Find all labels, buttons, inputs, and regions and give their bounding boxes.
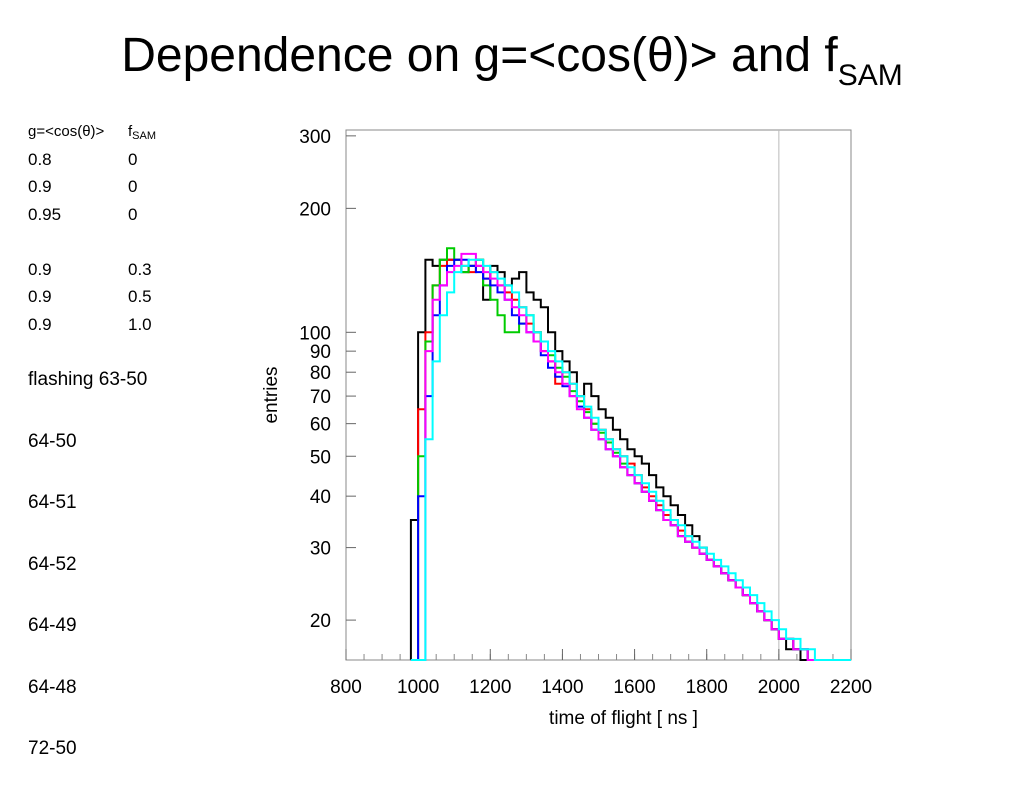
y-tick-label: 30 — [310, 539, 331, 560]
x-tick-label: 800 — [330, 677, 362, 698]
y-tick-label: 50 — [310, 447, 331, 468]
run-label: flashing 63-50 — [28, 369, 148, 390]
histogram-series-4 — [410, 258, 851, 661]
run-label: 72-50 — [28, 738, 77, 759]
y-tick-label: 70 — [310, 387, 331, 408]
row-g: 0.9 — [28, 287, 52, 306]
run-label: 64-50 — [28, 430, 77, 452]
y-tick-label: 80 — [310, 363, 331, 384]
y-axis-label: entries — [261, 366, 282, 423]
run-label: 64-49 — [28, 615, 77, 636]
histogram-series-1 — [409, 258, 851, 661]
run-list: flashing 63-50 64-50 64-51 64-52 64-49 6… — [28, 366, 147, 797]
y-tick-label: 100 — [299, 323, 331, 344]
y-tick-label: 60 — [310, 415, 331, 436]
row-f: 0 — [128, 149, 138, 169]
histogram-series-3 — [410, 247, 851, 661]
y-tick-label: 20 — [310, 611, 331, 632]
title-main: Dependence on g=<cos(θ)> and f — [121, 29, 838, 82]
histogram-series-6 — [410, 258, 851, 661]
run-label: 64-51 — [28, 492, 77, 513]
run-label: 64-48 — [28, 676, 77, 698]
histogram-chart: 800 1000 1200 1400 1600 1800 2000 2200 20 30 40 50 6… — [261, 127, 872, 729]
x-tick-label: 1000 — [397, 677, 439, 698]
header-g: g=<cos(θ)> — [28, 123, 105, 140]
histogram-series-2 — [410, 258, 851, 661]
row-g: 0.8 — [28, 149, 52, 169]
parameter-table: g=<cos(θ)> fSAM 0.8 0 0.9 0 0.95 0 0.9 0.3 0… — [28, 118, 156, 338]
header-f: fSAM — [128, 118, 156, 146]
y-tick-label: 40 — [310, 487, 331, 508]
header-f-sub: SAM — [132, 130, 157, 142]
x-tick-label: 1600 — [613, 677, 655, 698]
title-subscript: SAM — [837, 59, 903, 92]
row-g: 0.95 — [28, 204, 62, 224]
y-tick-label: 90 — [310, 342, 331, 363]
x-tick-label: 2000 — [758, 677, 800, 698]
run-label: 64-52 — [28, 553, 77, 575]
histogram-series-5 — [410, 252, 851, 661]
table-row: 0.8 0 — [28, 146, 156, 174]
row-f: 0.5 — [128, 287, 152, 306]
x-tick-label: 2200 — [830, 677, 872, 698]
header-f-main: f — [128, 123, 133, 140]
x-axis-label: time of flight [ ns ] — [549, 708, 698, 729]
x-tick-label: 1800 — [686, 677, 728, 698]
row-f: 0 — [128, 204, 138, 224]
row-g: 0.9 — [28, 314, 52, 334]
x-tick-label: 1200 — [469, 677, 511, 698]
row-f: 0.3 — [128, 259, 152, 279]
table-row: 0.9 0.3 — [28, 256, 156, 284]
y-tick-label: 300 — [299, 127, 331, 148]
table-row: 0.9 0 — [28, 173, 156, 201]
row-g: 0.9 — [28, 177, 52, 196]
table-row: 0.9 0.5 — [28, 283, 156, 311]
table-header: g=<cos(θ)> fSAM — [28, 118, 156, 146]
row-g: 0.9 — [28, 259, 52, 279]
x-tick-label: 1400 — [541, 677, 583, 698]
row-f: 1.0 — [128, 314, 152, 334]
y-tick-label: 200 — [299, 199, 331, 220]
table-row: 0.9 1.0 — [28, 311, 156, 339]
slide-title: Dependence on g=<cos(θ)> and fSAM — [0, 32, 1024, 91]
plot-frame — [345, 129, 852, 661]
table-row: 0.95 0 — [28, 201, 156, 229]
row-f: 0 — [128, 177, 138, 196]
